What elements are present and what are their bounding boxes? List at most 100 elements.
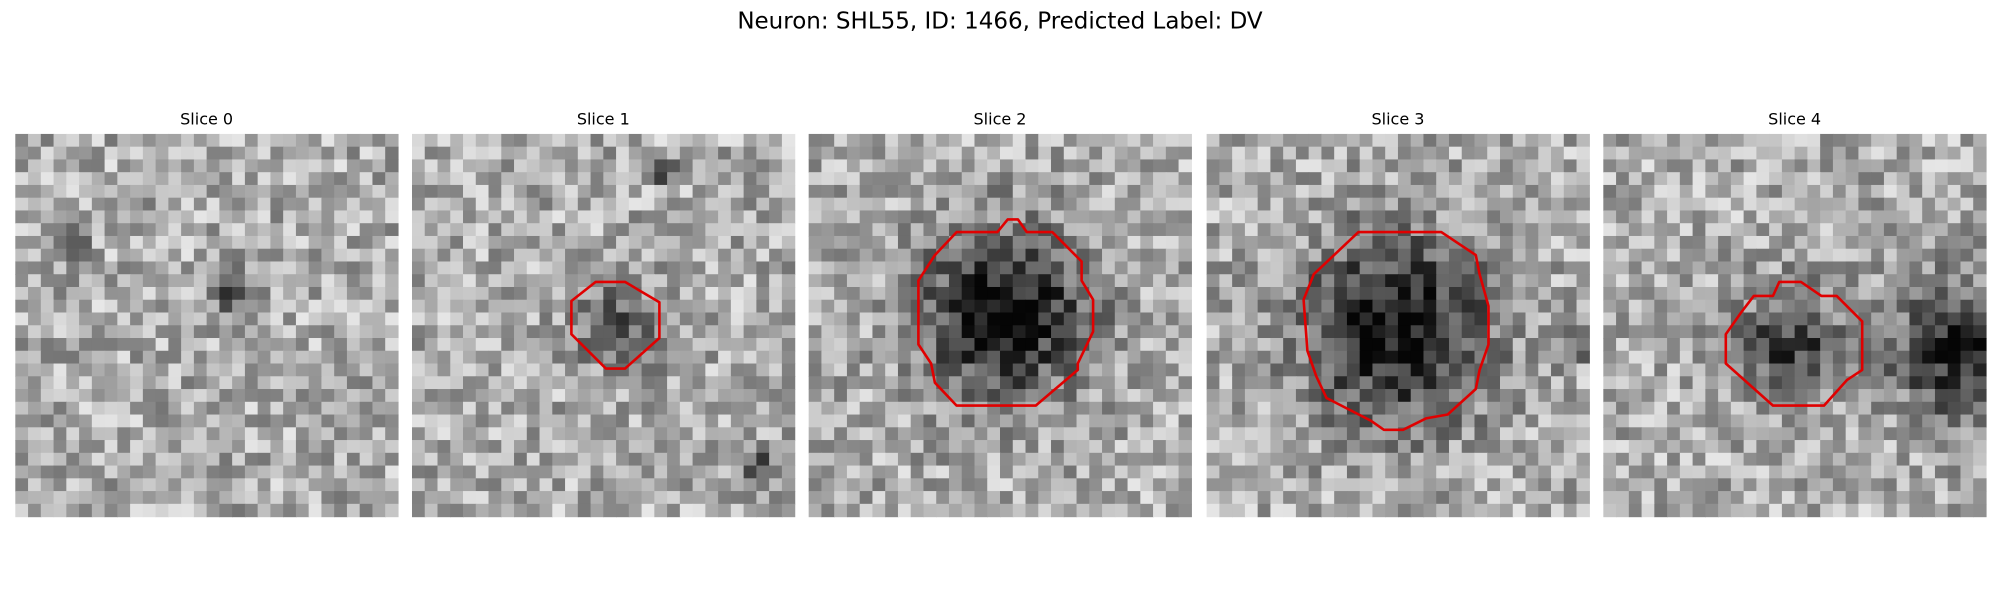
pixel: [1718, 133, 1732, 148]
pixel: [1563, 452, 1578, 467]
pixel: [437, 503, 451, 518]
pixel: [885, 172, 899, 186]
pixel: [1705, 325, 1719, 339]
pixel: [1947, 376, 1962, 390]
pixel: [488, 478, 502, 492]
pixel: [769, 248, 783, 263]
pixel: [769, 286, 783, 301]
pixel: [437, 338, 451, 352]
pixel: [641, 159, 655, 173]
pixel: [1372, 197, 1386, 212]
pixel: [334, 159, 348, 173]
pixel: [104, 452, 118, 467]
pixel: [219, 312, 233, 326]
pixel: [1896, 223, 1911, 237]
pixel: [781, 376, 796, 390]
pixel: [539, 478, 553, 492]
pixel: [359, 465, 374, 479]
pixel: [667, 248, 681, 263]
pixel: [501, 286, 515, 301]
pixel: [308, 184, 323, 199]
pixel: [450, 363, 464, 377]
pixel: [1871, 159, 1885, 173]
pixel: [1308, 286, 1323, 301]
pixel: [641, 389, 655, 403]
pixel: [1960, 223, 1974, 237]
pixel: [385, 350, 399, 365]
pixel: [1423, 338, 1437, 352]
pixel: [450, 325, 464, 339]
pixel: [1525, 401, 1539, 416]
pixel: [718, 338, 732, 352]
pixel: [437, 440, 451, 454]
pixel: [1140, 223, 1154, 237]
pixel: [1845, 452, 1860, 467]
pixel: [1474, 235, 1488, 250]
pixel: [1423, 235, 1437, 250]
pixel: [66, 197, 80, 212]
pixel: [552, 197, 566, 212]
pixel: [295, 478, 310, 492]
pixel: [1871, 452, 1885, 467]
pixel: [846, 389, 861, 403]
pixel: [1051, 172, 1065, 186]
pixel: [743, 133, 757, 148]
pixel: [321, 350, 335, 365]
pixel: [117, 503, 131, 518]
pixel: [577, 440, 592, 454]
pixel: [718, 325, 732, 339]
pixel: [308, 325, 323, 339]
pixel: [295, 427, 310, 441]
pixel: [346, 325, 361, 339]
pixel: [501, 414, 515, 428]
pixel: [808, 172, 823, 186]
pixel: [1500, 503, 1514, 518]
pixel: [334, 491, 348, 505]
pixel: [628, 478, 643, 492]
pixel: [1165, 401, 1180, 416]
pixel: [232, 223, 246, 237]
pixel: [1718, 210, 1732, 224]
pixel: [244, 440, 259, 454]
pixel: [1038, 197, 1052, 212]
pixel: [1756, 503, 1770, 518]
pixel: [1397, 389, 1412, 403]
pixel: [1832, 146, 1847, 161]
pixel: [346, 389, 361, 403]
pixel: [1321, 478, 1335, 492]
pixel: [1692, 503, 1706, 518]
pixel: [1883, 350, 1898, 365]
pixel: [295, 286, 310, 301]
pixel: [1448, 248, 1463, 263]
pixel: [91, 197, 106, 212]
pixel: [1474, 427, 1488, 441]
pixel: [1679, 440, 1694, 454]
pixel: [1270, 223, 1284, 237]
pixel: [1448, 172, 1463, 186]
pixel: [232, 299, 246, 314]
pixel: [1538, 312, 1552, 326]
pixel: [1705, 146, 1719, 161]
pixel: [539, 465, 553, 479]
pixel: [501, 261, 515, 275]
pixel: [705, 286, 719, 301]
pixel: [104, 261, 118, 275]
pixel: [1896, 389, 1911, 403]
pixel: [654, 414, 668, 428]
pixel: [743, 299, 757, 314]
pixel: [1012, 286, 1027, 301]
pixel: [463, 274, 477, 288]
pixel: [1781, 223, 1796, 237]
pixel: [1641, 401, 1655, 416]
pixel: [974, 389, 988, 403]
pixel: [769, 210, 783, 224]
pixel: [1960, 172, 1974, 186]
pixel: [1461, 299, 1476, 314]
pixel: [1934, 312, 1949, 326]
pixel: [756, 325, 770, 339]
pixel: [193, 159, 208, 173]
pixel: [66, 248, 80, 263]
pixel: [859, 235, 874, 250]
pixel: [872, 261, 886, 275]
